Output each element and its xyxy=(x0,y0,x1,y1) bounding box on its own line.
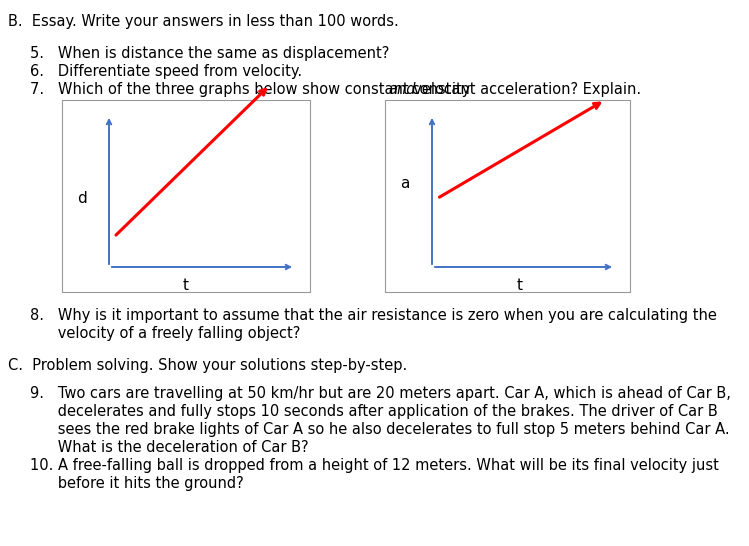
Text: 5.   When is distance the same as displacement?: 5. When is distance the same as displace… xyxy=(30,46,389,61)
Text: sees the red brake lights of Car A so he also decelerates to full stop 5 meters : sees the red brake lights of Car A so he… xyxy=(30,422,730,437)
Text: and: and xyxy=(389,82,416,97)
Text: 10. A free-falling ball is dropped from a height of 12 meters. What will be its : 10. A free-falling ball is dropped from … xyxy=(30,458,719,473)
Text: velocity of a freely falling object?: velocity of a freely falling object? xyxy=(30,326,300,341)
Text: B.  Essay. Write your answers in less than 100 words.: B. Essay. Write your answers in less tha… xyxy=(8,14,398,29)
Bar xyxy=(62,100,310,292)
Text: constant acceleration? Explain.: constant acceleration? Explain. xyxy=(407,82,641,97)
Text: 7.   Which of the three graphs below show constant velocity: 7. Which of the three graphs below show … xyxy=(30,82,475,97)
Text: decelerates and fully stops 10 seconds after application of the brakes. The driv: decelerates and fully stops 10 seconds a… xyxy=(30,404,718,419)
Text: d: d xyxy=(77,191,87,206)
Text: C.  Problem solving. Show your solutions step-by-step.: C. Problem solving. Show your solutions … xyxy=(8,358,407,373)
Text: 8.   Why is it important to assume that the air resistance is zero when you are : 8. Why is it important to assume that th… xyxy=(30,308,717,323)
Text: a: a xyxy=(400,176,410,191)
Text: 9.   Two cars are travelling at 50 km/hr but are 20 meters apart. Car A, which i: 9. Two cars are travelling at 50 km/hr b… xyxy=(30,386,731,401)
Text: What is the deceleration of Car B?: What is the deceleration of Car B? xyxy=(30,440,309,455)
Text: 6.   Differentiate speed from velocity.: 6. Differentiate speed from velocity. xyxy=(30,64,302,79)
Text: t: t xyxy=(517,277,523,293)
Text: t: t xyxy=(183,277,189,293)
Bar xyxy=(385,100,630,292)
Text: before it hits the ground?: before it hits the ground? xyxy=(30,476,243,491)
